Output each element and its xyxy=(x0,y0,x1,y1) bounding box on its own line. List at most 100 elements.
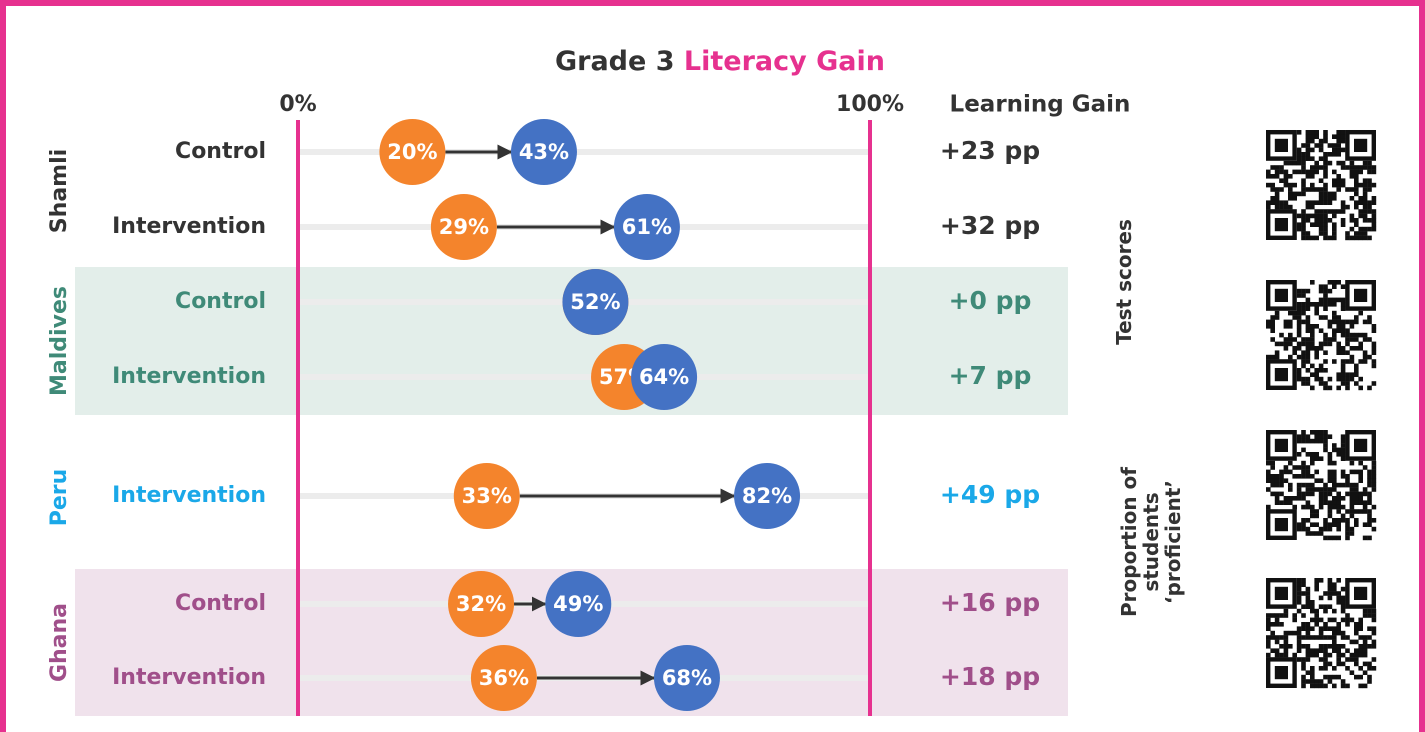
qr-cell xyxy=(1301,491,1306,497)
qr-cell xyxy=(1283,635,1289,640)
qr-cell xyxy=(1345,328,1350,333)
qr-cell xyxy=(1332,443,1337,448)
qr-cell xyxy=(1345,666,1350,671)
qr-cell xyxy=(1336,518,1341,523)
qr-cell xyxy=(1336,661,1341,667)
qr-cell xyxy=(1318,302,1324,307)
qr-cell xyxy=(1358,310,1363,316)
qr-cell xyxy=(1270,200,1275,205)
qr-cell xyxy=(1345,491,1350,497)
qr-cell xyxy=(1314,513,1319,519)
qr-cell xyxy=(1371,324,1377,329)
qr-cell xyxy=(1358,376,1363,382)
qr-cell xyxy=(1332,182,1337,188)
gain-label: +18 pp xyxy=(940,662,1040,691)
qr-cell xyxy=(1283,178,1289,183)
qr-cell xyxy=(1349,526,1355,532)
title-part: Literacy Gain xyxy=(684,46,885,77)
qr-cell xyxy=(1310,280,1315,285)
qr-cell xyxy=(1279,622,1284,627)
qr-cell xyxy=(1314,346,1319,351)
qr-cell xyxy=(1270,465,1275,470)
qr-cell xyxy=(1332,522,1337,527)
qr-cell xyxy=(1266,169,1271,175)
qr-cell xyxy=(1310,679,1315,684)
qr-cell xyxy=(1358,213,1363,219)
qr-cell xyxy=(1349,174,1355,179)
qr-cell xyxy=(1354,522,1359,527)
qr-cell xyxy=(1279,613,1284,618)
qr-cell xyxy=(1314,160,1319,166)
qr-cell xyxy=(1362,359,1368,364)
qr-cell xyxy=(1349,487,1355,492)
qr-cell xyxy=(1371,209,1377,214)
qr-cell xyxy=(1336,328,1341,333)
qr-cell xyxy=(1332,504,1337,510)
qr-cell xyxy=(1345,376,1350,382)
qr-cell xyxy=(1340,482,1346,488)
qr-cell xyxy=(1305,376,1311,382)
qr-cell xyxy=(1340,683,1346,689)
qr-cell xyxy=(1318,531,1324,536)
qr-cell xyxy=(1340,182,1346,188)
qr-cell xyxy=(1274,187,1280,192)
gain-label: +32 pp xyxy=(940,211,1040,240)
qr-cell xyxy=(1336,187,1341,192)
qr-cell xyxy=(1323,288,1328,294)
qr-cell xyxy=(1323,438,1328,444)
qr-cell xyxy=(1314,582,1319,587)
qr-cell xyxy=(1354,482,1359,488)
qr-cell xyxy=(1288,496,1293,501)
qr-cell xyxy=(1367,385,1372,391)
qr-cell xyxy=(1279,644,1284,649)
qr-cell xyxy=(1362,644,1368,649)
qr-cell xyxy=(1318,363,1324,369)
qr-cell xyxy=(1274,617,1280,623)
qr-cell xyxy=(1332,500,1337,505)
qr-cell xyxy=(1323,222,1328,227)
qr-cell xyxy=(1305,350,1311,355)
qr-cell xyxy=(1345,509,1350,514)
qr-cell xyxy=(1340,635,1346,640)
dot-label: 61% xyxy=(622,215,672,239)
qr-cell xyxy=(1345,526,1350,532)
qr-cell xyxy=(1367,182,1372,188)
qr-cell xyxy=(1310,474,1315,479)
qr-cell xyxy=(1336,535,1341,541)
qr-cell xyxy=(1340,443,1346,448)
qr-cell xyxy=(1332,280,1337,285)
qr-cell xyxy=(1354,337,1359,342)
qr-cell xyxy=(1371,639,1377,645)
qr-cell xyxy=(1327,280,1333,285)
qr-cell xyxy=(1345,531,1350,536)
dot xyxy=(734,463,801,529)
qr-cell xyxy=(1301,526,1306,532)
qr-cell xyxy=(1349,513,1355,519)
qr-cell xyxy=(1270,482,1275,488)
qr-cell xyxy=(1354,674,1359,680)
qr-cell xyxy=(1305,187,1311,192)
qr-cell xyxy=(1327,469,1333,475)
qr-cell xyxy=(1362,639,1368,645)
qr-cell xyxy=(1323,152,1328,157)
qr-cell xyxy=(1345,478,1350,483)
qr-cell xyxy=(1266,626,1271,631)
dot xyxy=(545,571,612,637)
qr-cell xyxy=(1288,196,1293,201)
qr-cell xyxy=(1301,218,1306,223)
qr-cell xyxy=(1345,535,1350,541)
qr-cell xyxy=(1279,478,1284,483)
qr-cell xyxy=(1266,204,1271,210)
qr-cell xyxy=(1371,478,1377,483)
qr-cell xyxy=(1318,341,1324,347)
qr-cell xyxy=(1371,613,1377,618)
qr-cell xyxy=(1358,226,1363,232)
qr-cell xyxy=(1296,635,1302,640)
qr-cell xyxy=(1323,591,1328,596)
dot-label: 52% xyxy=(570,290,620,314)
qr-cell xyxy=(1340,447,1346,453)
qr-cell xyxy=(1358,626,1363,631)
qr-cell xyxy=(1345,204,1350,210)
qr-cell xyxy=(1274,639,1280,645)
qr-cell xyxy=(1301,447,1306,453)
